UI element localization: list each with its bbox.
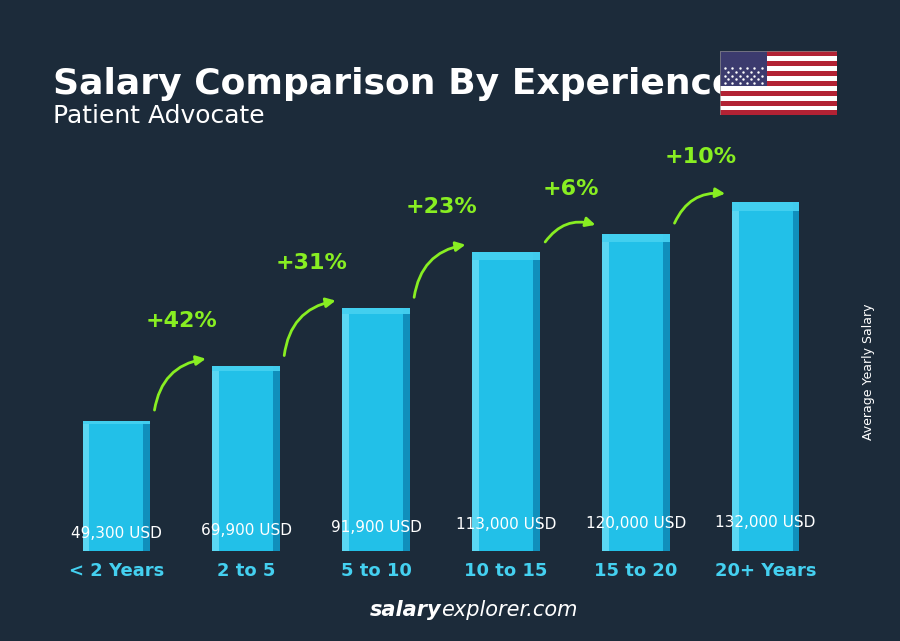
Bar <box>720 61 837 66</box>
Text: Salary Comparison By Experience: Salary Comparison By Experience <box>53 67 736 101</box>
Text: +6%: +6% <box>543 179 599 199</box>
Bar <box>143 420 150 551</box>
Text: 113,000 USD: 113,000 USD <box>455 517 556 532</box>
Bar <box>732 202 799 211</box>
Bar <box>720 66 837 71</box>
Text: 91,900 USD: 91,900 USD <box>330 520 421 535</box>
Bar <box>720 101 837 106</box>
Bar <box>720 106 837 110</box>
Text: 69,900 USD: 69,900 USD <box>201 523 292 538</box>
Bar <box>83 420 150 551</box>
Bar <box>472 252 540 551</box>
Bar <box>212 366 280 371</box>
Bar <box>342 308 349 551</box>
Bar <box>793 202 799 551</box>
Bar <box>212 366 280 551</box>
Bar <box>403 308 410 551</box>
Bar <box>83 420 150 424</box>
Bar <box>720 51 767 86</box>
Bar <box>212 366 220 551</box>
Bar <box>720 56 837 61</box>
Bar <box>732 202 799 551</box>
Bar <box>602 234 670 551</box>
Bar <box>342 308 410 314</box>
Text: +31%: +31% <box>275 253 347 273</box>
Text: salary: salary <box>369 601 441 620</box>
Bar <box>274 366 280 551</box>
Bar <box>662 234 670 551</box>
Bar <box>83 420 89 551</box>
Text: Average Yearly Salary: Average Yearly Salary <box>862 304 875 440</box>
Bar <box>720 96 837 101</box>
Text: explorer.com: explorer.com <box>441 601 578 620</box>
Text: Patient Advocate: Patient Advocate <box>53 104 265 128</box>
Text: +23%: +23% <box>405 197 477 217</box>
Bar <box>472 252 479 551</box>
Text: +10%: +10% <box>664 147 737 167</box>
Bar <box>602 234 608 551</box>
Bar <box>720 86 837 91</box>
Bar <box>720 71 837 76</box>
Bar <box>533 252 540 551</box>
Bar <box>720 110 837 115</box>
Bar <box>472 252 540 260</box>
Bar <box>720 76 837 81</box>
Bar <box>720 81 837 86</box>
Bar <box>342 308 410 551</box>
Bar <box>720 51 837 56</box>
Text: 132,000 USD: 132,000 USD <box>716 515 815 530</box>
Text: 120,000 USD: 120,000 USD <box>586 517 686 531</box>
Text: +42%: +42% <box>146 312 217 331</box>
Bar <box>720 91 837 96</box>
Text: 49,300 USD: 49,300 USD <box>71 526 162 541</box>
Bar <box>732 202 739 551</box>
Bar <box>602 234 670 242</box>
